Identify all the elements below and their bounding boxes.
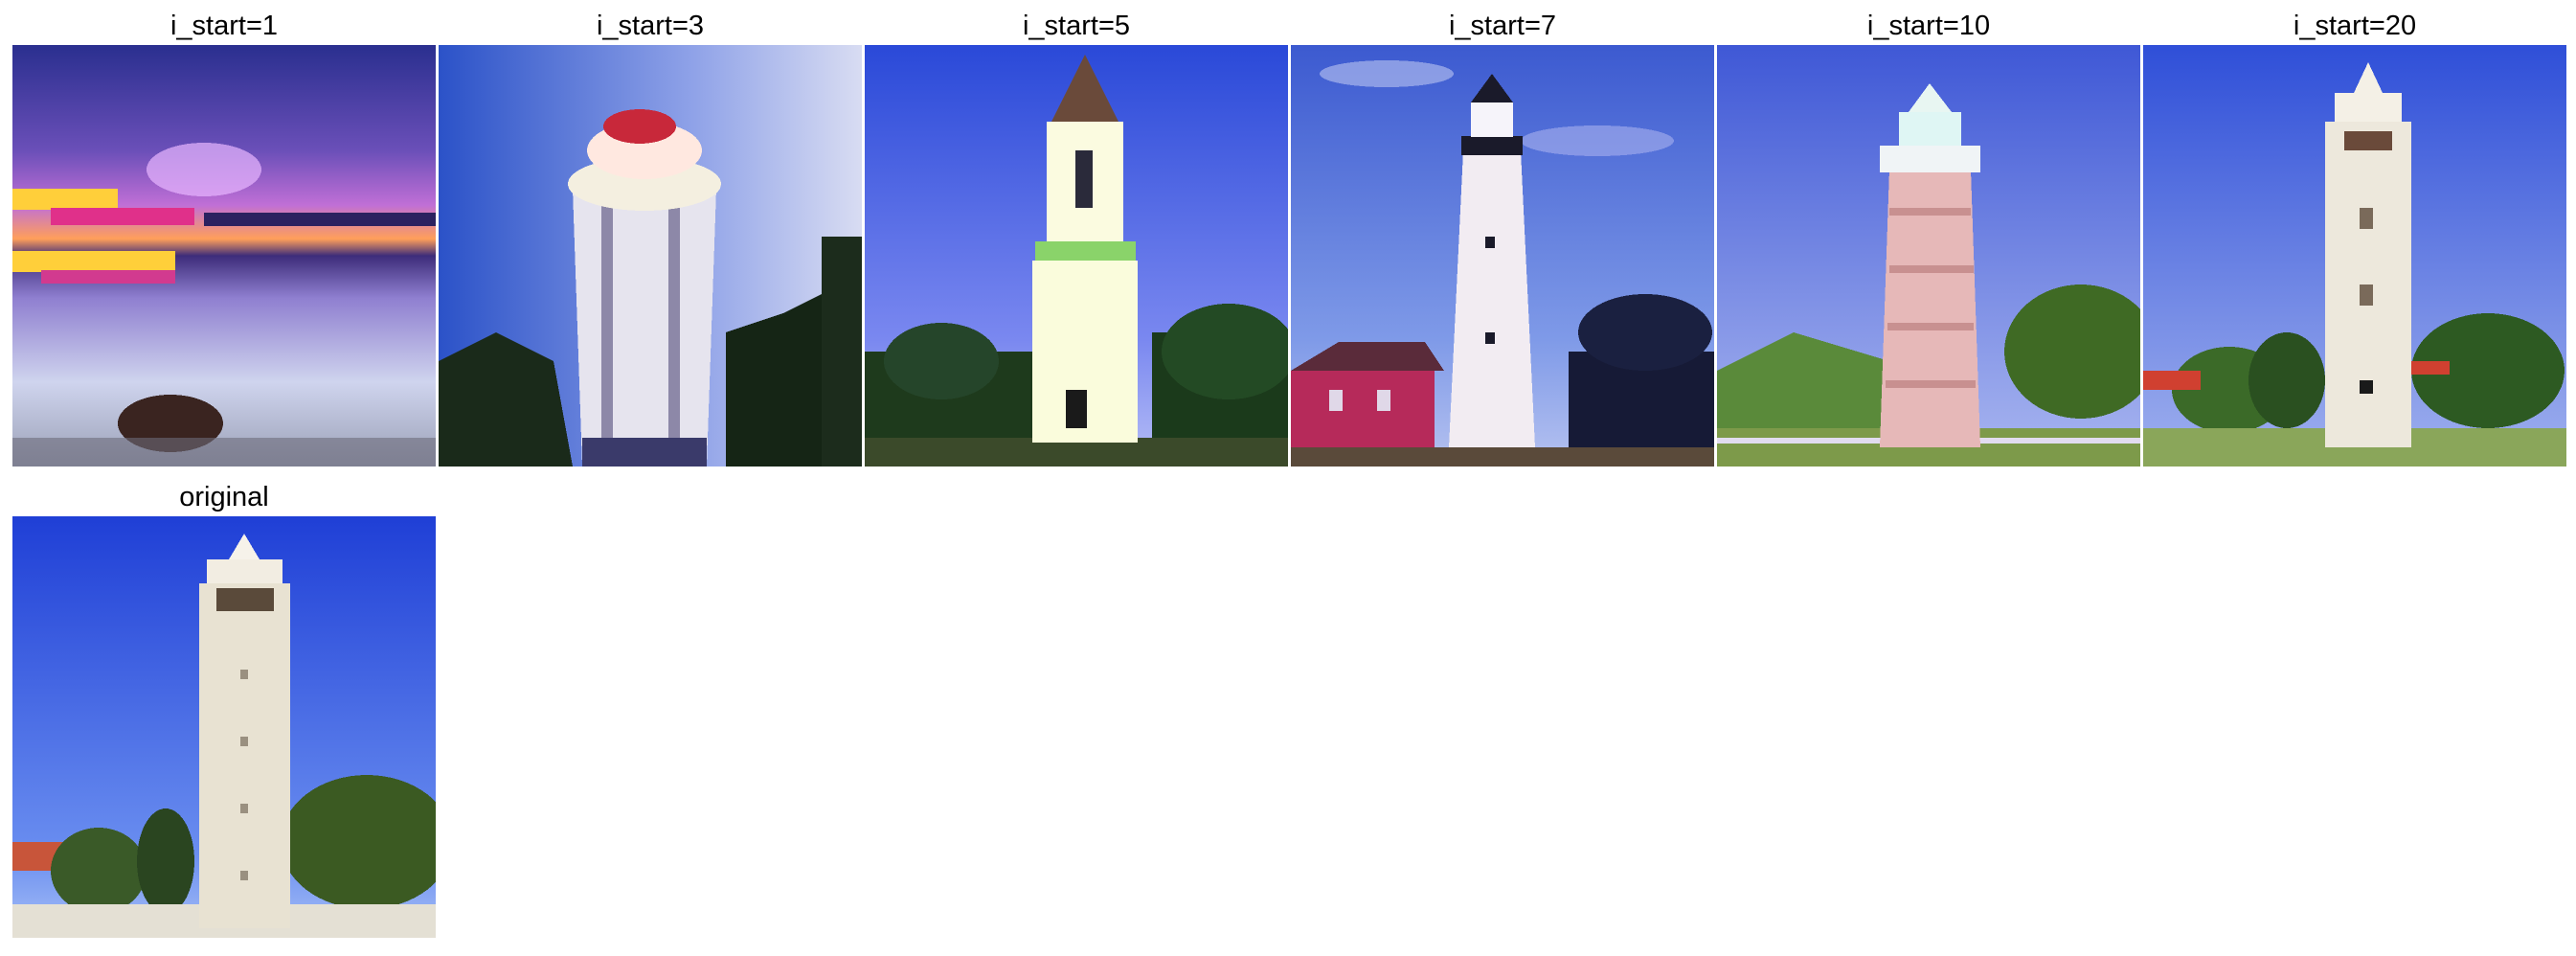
panel-caption: original (179, 482, 269, 512)
lighthouse-red-house-image (1291, 45, 1714, 467)
campanile-original-image (12, 516, 436, 938)
panel-caption: i_start=5 (1022, 11, 1131, 41)
bell-tower-image (2143, 45, 2566, 467)
white-church-tower-image (865, 45, 1288, 467)
round-tower-image (439, 45, 862, 467)
panel-caption: i_start=7 (1448, 11, 1557, 41)
panel-caption: i_start=1 (169, 11, 279, 41)
sunset-lake-image (12, 45, 436, 467)
striped-lighthouse-image (1717, 45, 2140, 467)
panel-caption: i_start=3 (596, 11, 705, 41)
panel-caption: i_start=20 (2293, 11, 2417, 41)
panel-caption: i_start=10 (1866, 11, 1991, 41)
